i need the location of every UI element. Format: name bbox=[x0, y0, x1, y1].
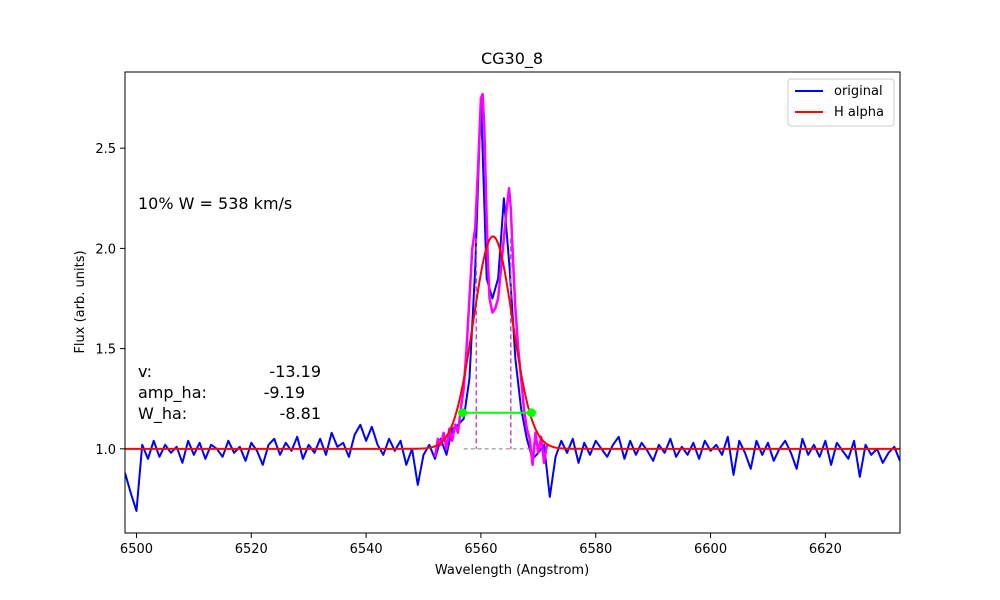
legend-label-original: original bbox=[834, 84, 883, 99]
param-amp-ha-name: amp_ha: bbox=[138, 383, 207, 403]
x-tick-label: 6560 bbox=[464, 542, 497, 557]
x-tick-label: 6500 bbox=[120, 542, 153, 557]
chart-title: CG30_8 bbox=[481, 49, 543, 69]
fit-parameters: v: -13.19 amp_ha: -9.19 W_ha: -8.81 bbox=[138, 362, 321, 424]
series-line-region bbox=[433, 92, 549, 467]
x-axis-ticks: 6500 6520 6540 6560 6580 6600 6620 bbox=[120, 533, 842, 557]
width-marker-left-point bbox=[458, 408, 468, 418]
x-tick-label: 6600 bbox=[694, 542, 727, 557]
x-tick-label: 6540 bbox=[350, 542, 383, 557]
y-tick-label: 2.0 bbox=[95, 242, 116, 257]
y-tick-label: 1.5 bbox=[95, 343, 116, 358]
x-tick-label: 6620 bbox=[809, 542, 842, 557]
plot-content bbox=[125, 92, 900, 512]
param-amp-ha-value: -9.19 bbox=[264, 383, 305, 402]
x-axis-label: Wavelength (Angstrom) bbox=[435, 563, 589, 578]
param-v-value: -13.19 bbox=[269, 362, 321, 381]
width-marker-right-point bbox=[526, 408, 536, 418]
x-tick-label: 6520 bbox=[235, 542, 268, 557]
y-tick-label: 2.5 bbox=[95, 142, 116, 157]
plot-area bbox=[124, 71, 901, 534]
y-axis-label: Flux (arb. units) bbox=[73, 250, 88, 353]
width-annotation: 10% W = 538 km/s bbox=[138, 194, 292, 213]
param-w-ha-name: W_ha: bbox=[138, 404, 187, 424]
x-tick-label: 6580 bbox=[579, 542, 612, 557]
param-v-name: v: bbox=[138, 362, 152, 381]
y-axis-ticks: 1.0 1.5 2.0 2.5 bbox=[95, 142, 125, 458]
param-w-ha-value: -8.81 bbox=[280, 404, 321, 423]
legend-label-h-alpha: H alpha bbox=[834, 105, 884, 120]
series-h-alpha-fit bbox=[125, 235, 900, 450]
legend: original H alpha bbox=[787, 78, 895, 127]
axes-frame bbox=[124, 71, 901, 534]
y-tick-label: 1.0 bbox=[95, 443, 116, 458]
